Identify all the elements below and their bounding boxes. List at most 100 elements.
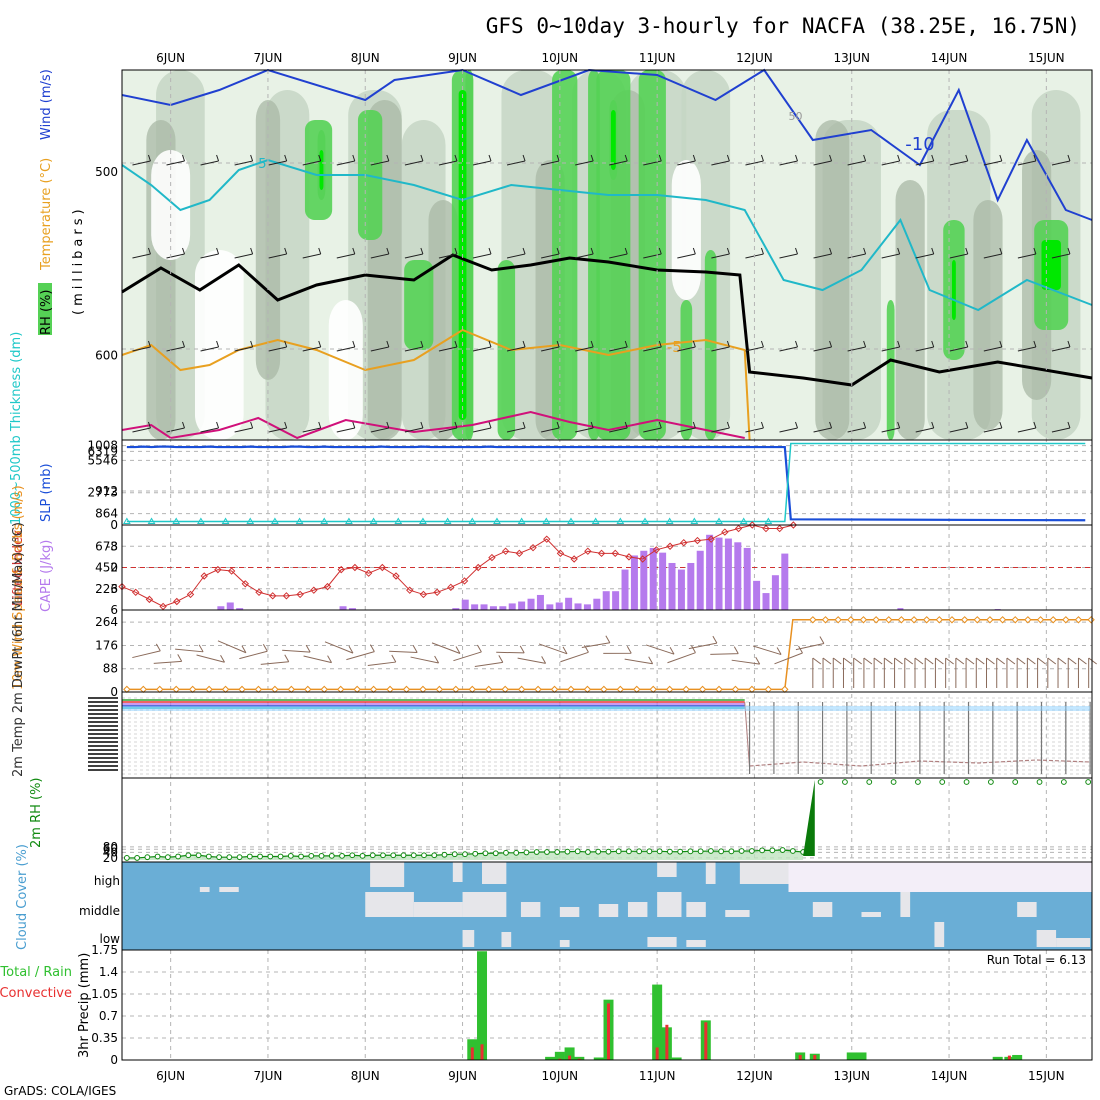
rh2m-marker: [390, 852, 397, 859]
lifted-index-marker: [666, 542, 674, 550]
wind10m-marker: [910, 616, 918, 624]
bottom-day-labels: 6JUN 7JUN 8JUN 9JUN 10JUN 11JUN 12JUN 13JUN 14JU…: [156, 1069, 1064, 1083]
wind-barb: [404, 421, 424, 433]
precip-conv-bar: [470, 1047, 474, 1060]
wind10m-barb: [822, 657, 832, 688]
wind-barb: [302, 421, 322, 433]
wind10m-marker: [986, 616, 994, 624]
rh2m-marker: [349, 852, 356, 859]
wind-barb: [847, 247, 867, 259]
thickness-marker: [468, 517, 477, 525]
rh2m-marker: [564, 848, 571, 855]
cloud-gap: [686, 940, 706, 947]
contour-label-orange: -5: [667, 338, 682, 356]
rh-green-band: [704, 250, 717, 440]
day-label-bottom: 6JUN: [156, 1069, 185, 1083]
wind-barb: [1017, 340, 1037, 352]
cloud-gap: [934, 922, 945, 947]
wind10m-marker: [834, 616, 842, 624]
rh2m-marker: [226, 854, 233, 861]
cloud-gap: [501, 932, 512, 947]
cape-bar: [226, 602, 234, 610]
temp-cyan-contour: [121, 158, 1093, 312]
precip-conv-bar: [665, 1024, 669, 1060]
wind-barb: [506, 154, 526, 166]
rh2m-marker: [267, 853, 274, 860]
cloud-gap: [559, 907, 580, 917]
wind-barb: [915, 421, 935, 433]
wind10m-barb: [217, 640, 247, 654]
cloud-row-low: low: [100, 932, 121, 946]
rh2m-marker: [451, 851, 458, 858]
lifted-index-marker: [131, 588, 140, 596]
rh2m-marker: [369, 852, 376, 859]
rh2m-marker: [216, 854, 222, 861]
rh2m-marker: [472, 850, 479, 857]
cape-bar: [546, 604, 554, 610]
wind-barb: [234, 421, 254, 433]
cape-bar: [236, 608, 244, 610]
wind-barb: [949, 247, 969, 259]
precip-legend-total: Total / Rain: [0, 965, 72, 980]
wind10m-marker: [897, 616, 906, 624]
precip-ylabel: 3hr Precip (mm): [77, 953, 92, 1058]
cloud-gap: [657, 892, 682, 917]
lifted-index-marker: [419, 590, 428, 599]
credit-label: GrADS: COLA/IGES: [4, 1084, 116, 1098]
wind-barb: [234, 154, 254, 166]
wind-barb: [370, 247, 390, 259]
rh2m-marker: [779, 847, 786, 853]
thickness-marker: [764, 517, 773, 525]
wind10m-barb: [410, 655, 440, 664]
wind-barb: [915, 247, 935, 259]
temperature-legend-label: Temperature (°C): [39, 158, 54, 271]
wind-barb: [813, 340, 833, 352]
cloud-gap: [365, 892, 414, 917]
wind10m-barb: [603, 646, 632, 654]
rh2m-marker: [615, 848, 622, 855]
wind-barb: [268, 154, 288, 166]
rh-ytick: 80: [103, 840, 118, 854]
wind10m-barb: [945, 657, 954, 688]
wind10m-barb: [346, 644, 375, 661]
wind-barb: [779, 154, 798, 166]
cloud-gap: [812, 902, 833, 917]
lifted-index-marker: [597, 549, 606, 558]
wind-barb: [881, 421, 901, 433]
wind-barb: [575, 247, 594, 259]
thickness-marker: [419, 517, 427, 525]
precip-conv-bar: [480, 1044, 484, 1060]
wind10m-marker: [859, 616, 868, 624]
thickness-marker: [690, 517, 699, 525]
wind-barb: [1051, 154, 1071, 166]
cloud-gap: [627, 902, 648, 917]
rh-bright-core: [951, 260, 956, 320]
wind10m-marker: [1074, 616, 1083, 624]
wind-barb: [711, 340, 730, 352]
wind10m-barb: [1016, 657, 1026, 688]
rh2m-marker: [318, 852, 325, 859]
cape-label: CAPE (J/kg): [39, 540, 54, 612]
rh2m-marker: [748, 848, 755, 854]
cape-bar: [339, 606, 347, 610]
thickness-marker: [641, 517, 649, 525]
wind-barb: [336, 247, 356, 259]
lifted-index-marker: [337, 565, 345, 574]
wind-barb: [506, 247, 526, 259]
wind-barb: [166, 421, 185, 433]
rh-gray-band: [895, 180, 925, 440]
rh2m-marker: [595, 848, 602, 855]
wind10m-marker: [885, 616, 893, 624]
cape-ytick: 226: [95, 582, 118, 596]
thickness-marker: [567, 517, 575, 525]
rh2m-marker: [1012, 779, 1019, 785]
wind-barb: [949, 340, 969, 352]
wind-ytick: 0: [110, 685, 118, 699]
wind10m-barb: [955, 657, 965, 688]
wind-barb: [200, 340, 220, 352]
wind-barb: [200, 247, 220, 259]
wind-barb: [268, 247, 288, 259]
rh2m-marker: [687, 848, 694, 855]
precip-conv-bar: [798, 1054, 802, 1060]
thickness-marker: [394, 517, 403, 525]
